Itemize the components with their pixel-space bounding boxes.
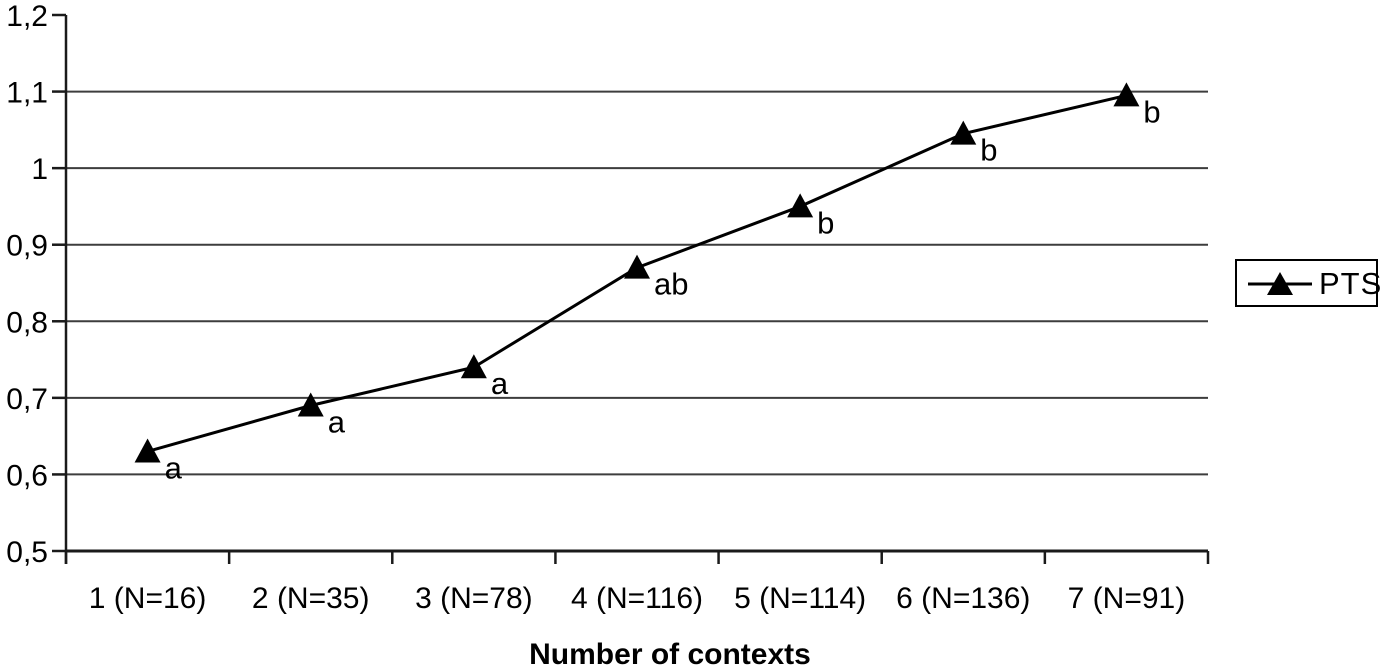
x-tick-label: 6 (N=136)	[896, 582, 1030, 615]
y-tick-label: 0,6	[6, 459, 48, 492]
point-annotation: ab	[654, 267, 688, 302]
x-tick-label: 3 (N=78)	[415, 582, 533, 615]
y-tick-label: 1,2	[6, 0, 48, 33]
point-annotation: a	[165, 450, 183, 485]
y-tick-label: 0,5	[6, 536, 48, 569]
point-annotation: a	[491, 366, 509, 401]
point-annotation: b	[1143, 94, 1160, 129]
x-tick-label: 7 (N=91)	[1068, 582, 1186, 615]
point-annotation: b	[817, 205, 834, 240]
x-tick-label: 1 (N=16)	[89, 582, 207, 615]
legend: PTS	[1235, 259, 1381, 307]
data-point-marker	[1113, 82, 1140, 107]
y-tick-label: 0,9	[6, 230, 48, 263]
data-point-marker	[950, 120, 977, 145]
x-tick-label: 2 (N=35)	[252, 582, 370, 615]
data-point-marker	[297, 392, 324, 417]
x-tick-label: 4 (N=116)	[571, 582, 703, 615]
point-annotation: b	[980, 133, 997, 168]
y-tick-label: 1	[31, 153, 48, 186]
point-annotation: a	[328, 405, 346, 440]
legend-label-pts: PTS	[1319, 265, 1382, 301]
data-point-marker	[787, 193, 814, 218]
x-axis-title: Number of contexts	[529, 638, 811, 670]
pts-series-marker-icon	[1248, 272, 1312, 295]
data-point-marker	[624, 254, 650, 279]
y-tick-label: 0,7	[6, 383, 48, 416]
y-tick-label: 0,8	[6, 306, 48, 339]
x-tick-label: 5 (N=114)	[734, 582, 866, 615]
data-point-marker	[460, 354, 487, 379]
y-tick-label: 1,1	[6, 77, 48, 110]
data-point-marker	[134, 438, 161, 463]
